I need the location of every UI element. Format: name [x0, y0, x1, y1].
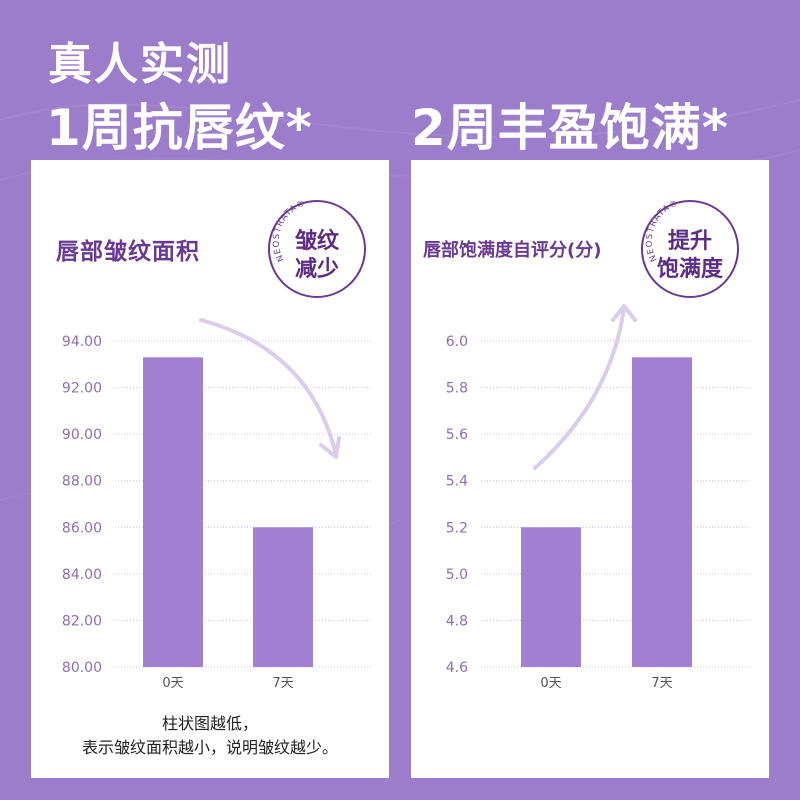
y-tick-label: 5.6 [446, 427, 468, 443]
y-tick-label: 5.0 [446, 567, 468, 583]
headline-top: 真人实测 [48, 39, 232, 90]
y-tick-label: 5.2 [446, 520, 468, 536]
y-tick-label: 94.00 [62, 334, 102, 350]
bar-7天 [632, 357, 692, 667]
y-tick-label: 82.00 [62, 613, 102, 629]
chart-title: 唇部饱满度自评分(分) [423, 240, 602, 261]
brand-arc: NEOSTRATA® [645, 200, 680, 263]
y-tick-label: 84.00 [62, 567, 102, 583]
y-tick-label: 90.00 [62, 427, 102, 443]
fullness-chart-panel: 4.6 4.8 5.0 5.2 5.4 5.6 5.8 6.0 0天 7天 唇部饱满度自评分(分)… [411, 160, 769, 778]
bar-7天 [253, 527, 313, 667]
y-tick-label: 80.00 [62, 660, 102, 676]
y-tick-label: 5.8 [446, 381, 468, 397]
bar-0天 [143, 357, 203, 667]
y-tick-label: 5.4 [446, 474, 468, 490]
y-tick-label: 4.8 [446, 613, 468, 629]
fullness-bar-chart: 4.6 4.8 5.0 5.2 5.4 5.6 5.8 6.0 0天 7天 [446, 304, 751, 691]
x-tick-label: 7天 [272, 676, 293, 691]
y-tick-label: 4.6 [446, 660, 468, 676]
headline-left: 1周抗唇纹* [46, 99, 313, 157]
x-tick-label: 7天 [651, 676, 672, 691]
badge-line2: 减少 [294, 257, 339, 282]
y-tick-label: 86.00 [62, 520, 102, 536]
chart-title: 唇部皱纹面积 [56, 239, 200, 265]
badge-line1: 皱纹 [294, 229, 339, 254]
x-tick-label: 0天 [540, 676, 561, 691]
y-tick-label: 92.00 [62, 381, 102, 397]
wrinkle-bar-chart: 80.00 82.00 84.00 86.00 88.00 90.00 92.00 94.00… [62, 318, 371, 691]
bar-0天 [521, 527, 581, 667]
y-tick-label: 6.0 [446, 334, 468, 350]
arrow-head-icon [319, 436, 341, 459]
y-tick-label: 88.00 [62, 474, 102, 490]
curved-arrow-down-right-icon [199, 318, 338, 457]
neostrata-badge: NEOSTRATA® 提升 饱满度 [641, 200, 739, 298]
headline-right: 2周丰盈饱满* [411, 99, 729, 157]
badge-line1: 提升 [667, 229, 712, 254]
brand-arc: NEOSTRATA® [272, 200, 307, 263]
curved-arrow-up-icon [533, 306, 626, 470]
wrinkle-chart-panel: 80.00 82.00 84.00 86.00 88.00 90.00 92.00 94.00… [31, 160, 389, 778]
x-tick-label: 0天 [162, 676, 183, 691]
footnote-line2: 表示皱纹面积越小，说明皱纹越少。 [81, 738, 338, 757]
footnote-line1: 柱状图越低， [161, 714, 258, 733]
arrow-head-icon [611, 304, 637, 322]
neostrata-badge: NEOSTRATA® 皱纹 减少 [268, 200, 366, 298]
badge-line2: 饱满度 [656, 257, 723, 282]
